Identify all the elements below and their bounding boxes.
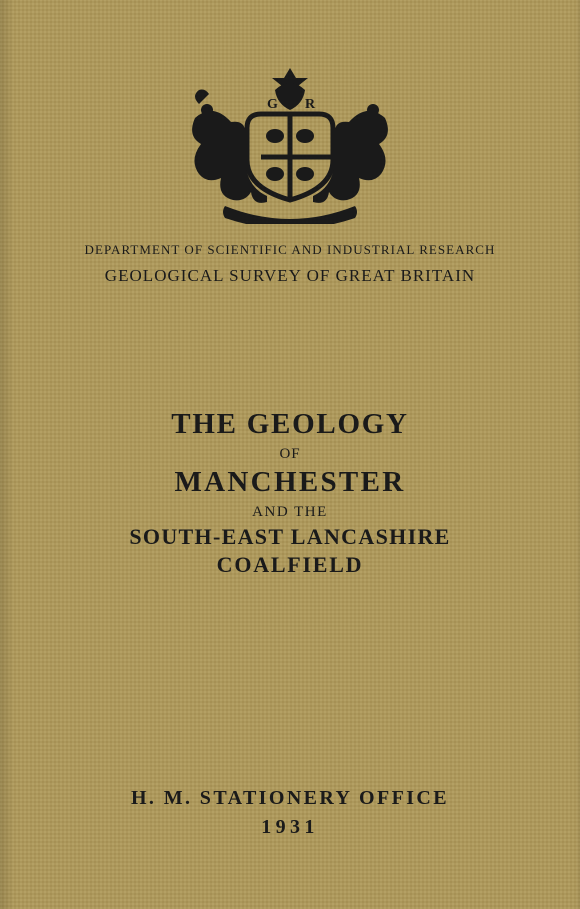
publisher: H. M. STATIONERY OFFICE	[131, 787, 449, 810]
title-line-5: SOUTH-EAST LANCASHIRE	[129, 523, 450, 551]
monogram-left: G	[267, 97, 278, 112]
survey-line: GEOLOGICAL SURVEY OF GREAT BRITAIN	[105, 266, 475, 286]
title-line-3: MANCHESTER	[129, 464, 450, 501]
title-line-6: COALFIELD	[129, 551, 450, 579]
department-line: DEPARTMENT OF SCIENTIFIC AND INDUSTRIAL …	[85, 242, 496, 258]
title-line-4: AND THE	[129, 503, 450, 522]
coat-of-arms-icon: G R	[175, 64, 405, 224]
title-line-1: THE GEOLOGY	[129, 406, 450, 443]
book-cover: G R DEPARTMENT OF SCIENTIFIC AND INDUSTR…	[0, 0, 580, 909]
title-block: THE GEOLOGY OF MANCHESTER AND THE SOUTH-…	[129, 406, 450, 579]
year: 1931	[261, 816, 319, 839]
monogram-right: R	[305, 97, 316, 112]
title-line-2: OF	[129, 445, 450, 464]
